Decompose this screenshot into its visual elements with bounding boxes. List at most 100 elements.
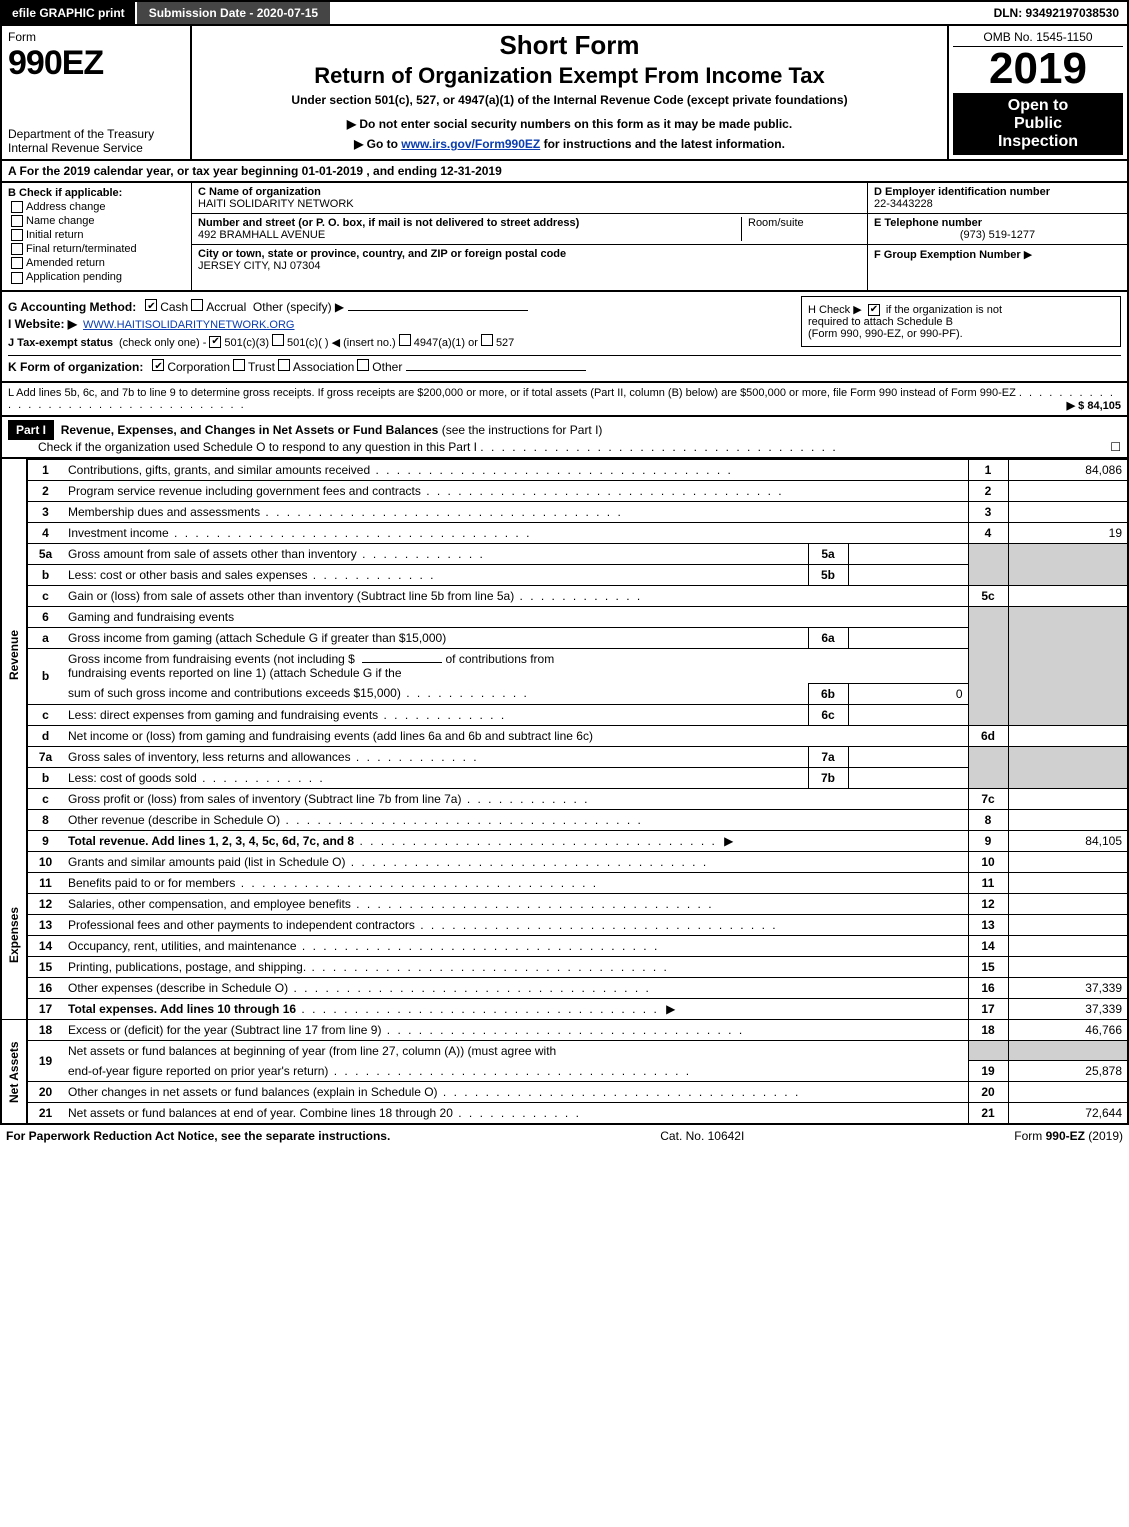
t5a: Gross amount from sale of assets other t… <box>68 547 485 561</box>
n7b: b <box>27 767 63 788</box>
ln1: 1 <box>968 459 1008 480</box>
n14: 14 <box>27 935 63 956</box>
v14 <box>1008 935 1128 956</box>
form-id-block: Form 990EZ Department of the Treasury In… <box>2 26 192 159</box>
open1: Open to <box>1008 97 1068 114</box>
v8 <box>1008 809 1128 830</box>
j-opt4: 527 <box>496 337 514 349</box>
k-other-blank[interactable] <box>406 370 586 371</box>
dln-number: DLN: 93492197038530 <box>986 2 1127 24</box>
org-name: HAITI SOLIDARITY NETWORK <box>198 198 354 210</box>
grey-7ab-v <box>1008 746 1128 788</box>
j-527-check[interactable] <box>481 334 493 346</box>
grey-5ab-v <box>1008 543 1128 585</box>
website-link[interactable]: WWW.HAITISOLIDARITYNETWORK.ORG <box>83 319 294 331</box>
street-address: 492 BRAMHALL AVENUE <box>198 229 325 241</box>
j-501c-check[interactable] <box>272 334 284 346</box>
e-label: E Telephone number <box>874 217 982 229</box>
sv6b: 0 <box>848 683 968 704</box>
c-name-label: C Name of organization <box>198 186 861 198</box>
efile-print-button[interactable]: efile GRAPHIC print <box>2 2 137 24</box>
irs-link[interactable]: www.irs.gov/Form990EZ <box>401 137 540 151</box>
grey-19v <box>1008 1040 1128 1061</box>
ln3: 3 <box>968 501 1008 522</box>
k-assoc-check[interactable] <box>278 359 290 371</box>
n11: 11 <box>27 872 63 893</box>
n13: 13 <box>27 914 63 935</box>
h-line1-pre: H Check ▶ <box>808 304 865 316</box>
k-label: K Form of organization: <box>8 360 143 374</box>
sv6c <box>848 704 968 725</box>
chk-amended-return[interactable]: Amended return <box>8 257 185 269</box>
footer-right: Form 990-EZ (2019) <box>1014 1129 1123 1143</box>
year-block: OMB No. 1545-1150 2019 Open to Public In… <box>947 26 1127 159</box>
chk-final-return[interactable]: Final return/terminated <box>8 243 185 255</box>
part1-label: Part I <box>8 420 54 440</box>
ln6d: 6d <box>968 725 1008 746</box>
section-h: H Check ▶ if the organization is not req… <box>801 296 1121 347</box>
g-accrual-check[interactable] <box>191 299 203 311</box>
g-cash-check[interactable] <box>145 299 157 311</box>
sn5a: 5a <box>808 543 848 564</box>
sn6c: 6c <box>808 704 848 725</box>
h-checkbox[interactable] <box>868 304 880 316</box>
part1-check[interactable]: ☐ <box>1110 440 1121 454</box>
t5b: Less: cost or other basis and sales expe… <box>68 568 435 582</box>
ln4: 4 <box>968 522 1008 543</box>
t11: Benefits paid to or for members <box>68 876 598 890</box>
v5c <box>1008 585 1128 606</box>
ln16: 16 <box>968 977 1008 998</box>
f-label: F Group Exemption Number <box>874 249 1021 261</box>
goto-post: for instructions and the latest informat… <box>544 137 785 151</box>
grey-7ab <box>968 746 1008 788</box>
v18: 46,766 <box>1008 1019 1128 1040</box>
t13: Professional fees and other payments to … <box>68 918 778 932</box>
row-j: J Tax-exempt status (check only one) - 5… <box>8 334 791 349</box>
ln5c: 5c <box>968 585 1008 606</box>
j-4947-check[interactable] <box>399 334 411 346</box>
ln12: 12 <box>968 893 1008 914</box>
k-trust-check[interactable] <box>233 359 245 371</box>
chk-name-change[interactable]: Name change <box>8 215 185 227</box>
v19: 25,878 <box>1008 1061 1128 1082</box>
ln17: 17 <box>968 998 1008 1019</box>
j-note: (check only one) - <box>119 337 206 349</box>
side-label-netassets: Net Assets <box>1 1019 27 1124</box>
v9: 84,105 <box>1008 830 1128 851</box>
v1: 84,086 <box>1008 459 1128 480</box>
j-501c3-check[interactable] <box>209 336 221 348</box>
top-bar: efile GRAPHIC print Submission Date - 20… <box>0 0 1129 26</box>
v7c <box>1008 788 1128 809</box>
chk-address-change[interactable]: Address change <box>8 201 185 213</box>
k-corp-check[interactable] <box>152 359 164 371</box>
grey-5ab <box>968 543 1008 585</box>
j-opt1: 501(c)(3) <box>224 337 269 349</box>
n5b: b <box>27 564 63 585</box>
chk-initial-return[interactable]: Initial return <box>8 229 185 241</box>
grey-6v <box>1008 606 1128 725</box>
n20: 20 <box>27 1082 63 1103</box>
b-header: B Check if applicable: <box>8 187 122 199</box>
ln14: 14 <box>968 935 1008 956</box>
short-form-title: Short Form <box>200 30 939 61</box>
h-line1-post: if the organization is not <box>886 304 1002 316</box>
l-text: L Add lines 5b, 6c, and 7b to line 9 to … <box>8 387 1016 399</box>
t3: Membership dues and assessments <box>68 505 623 519</box>
n6: 6 <box>27 606 63 627</box>
chk-application-pending[interactable]: Application pending <box>8 271 185 283</box>
k-other: Other <box>372 360 402 374</box>
n3: 3 <box>27 501 63 522</box>
n6c: c <box>27 704 63 725</box>
t6d: Net income or (loss) from gaming and fun… <box>63 725 968 746</box>
v6d <box>1008 725 1128 746</box>
v13 <box>1008 914 1128 935</box>
k-other-check[interactable] <box>357 359 369 371</box>
room-label: Room/suite <box>748 217 804 229</box>
t6a: Gross income from gaming (attach Schedul… <box>63 627 808 648</box>
t6: Gaming and fundraising events <box>63 606 968 627</box>
g-other-blank[interactable] <box>348 310 528 311</box>
t17: Total expenses. Add lines 10 through 16 <box>68 1002 296 1016</box>
ln15: 15 <box>968 956 1008 977</box>
6b-blank[interactable] <box>362 662 442 663</box>
t14: Occupancy, rent, utilities, and maintena… <box>68 939 659 953</box>
